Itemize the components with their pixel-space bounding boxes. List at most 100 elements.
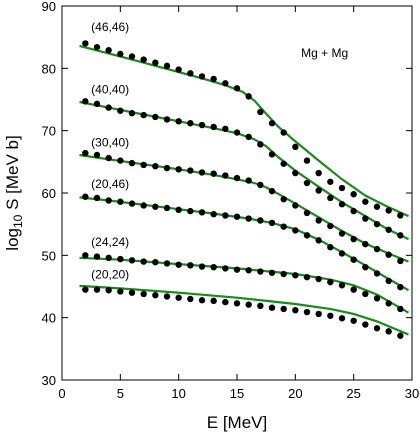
data-point <box>175 66 182 73</box>
x-tick-label: 20 <box>288 386 302 401</box>
system-annotation: Mg + Mg <box>301 46 348 60</box>
series-label: (20,46) <box>91 177 129 191</box>
data-point <box>350 286 357 293</box>
data-point <box>327 278 334 286</box>
data-point <box>292 306 299 314</box>
y-tick-label: 60 <box>42 186 56 201</box>
data-point <box>105 104 112 111</box>
data-point <box>163 293 171 300</box>
data-point <box>315 275 322 283</box>
data-point <box>385 251 392 258</box>
data-point <box>175 261 182 268</box>
data-point <box>198 297 206 304</box>
data-point <box>140 111 147 119</box>
data-point <box>397 232 404 239</box>
data-point <box>117 255 124 263</box>
data-point <box>187 262 194 269</box>
data-point <box>175 206 182 214</box>
y-axis-title-rest: S [MeV b] <box>3 135 22 214</box>
data-point <box>233 129 241 136</box>
data-point <box>280 305 287 313</box>
y-tick-label: 70 <box>42 124 56 139</box>
data-point <box>397 332 404 339</box>
data-point <box>93 194 101 202</box>
data-point <box>152 59 159 66</box>
data-point <box>385 226 392 233</box>
data-point <box>385 328 392 335</box>
data-point <box>187 70 194 77</box>
data-point <box>128 289 136 296</box>
data-point <box>268 304 276 311</box>
series-label: (46,46) <box>91 20 129 34</box>
fit-line <box>79 256 410 314</box>
data-point <box>397 305 404 313</box>
data-point <box>105 197 112 204</box>
data-point <box>140 56 147 63</box>
data-point <box>385 300 392 307</box>
data-point <box>257 181 264 189</box>
x-tick-label: 5 <box>117 386 124 401</box>
data-point <box>93 253 101 260</box>
series-label: (20,20) <box>91 267 129 281</box>
data-point <box>163 204 171 212</box>
data-point <box>210 170 217 177</box>
data-point <box>222 212 229 219</box>
data-point <box>105 154 112 162</box>
data-point <box>303 273 311 281</box>
data-point <box>233 85 241 92</box>
plot-frame <box>61 5 413 381</box>
fit-line <box>79 284 409 336</box>
data-point <box>362 215 369 222</box>
data-point <box>327 312 334 319</box>
data-point <box>128 257 136 264</box>
data-point <box>292 227 299 234</box>
fit-line <box>79 44 409 218</box>
data-point <box>82 149 89 157</box>
data-point <box>362 263 369 271</box>
data-point <box>222 265 229 272</box>
data-point <box>152 292 159 299</box>
data-point <box>117 288 124 295</box>
data-point <box>245 133 252 141</box>
data-point <box>163 62 171 70</box>
data-point <box>327 194 334 202</box>
data-point <box>303 157 311 164</box>
data-point <box>222 125 229 132</box>
data-point <box>140 202 147 209</box>
data-point <box>268 119 276 127</box>
data-point <box>93 286 101 293</box>
data-point <box>362 290 369 298</box>
data-point <box>373 295 381 302</box>
data-point <box>233 174 241 182</box>
y-axis-title-subscript: 10 <box>11 214 25 228</box>
data-point <box>303 232 311 239</box>
data-point <box>280 196 287 203</box>
x-tick-label: 15 <box>230 386 244 401</box>
data-point <box>373 203 381 210</box>
data-point <box>210 75 217 83</box>
x-tick-label: 30 <box>405 386 419 401</box>
series-label: (24,24) <box>91 235 129 249</box>
data-point <box>245 267 252 274</box>
data-point <box>268 187 276 195</box>
data-point <box>198 169 206 176</box>
data-point <box>292 143 299 151</box>
y-axis-title: log10 S [MeV b] <box>3 135 25 250</box>
data-point <box>315 217 322 224</box>
data-point <box>257 268 264 275</box>
series-labels-group: (46,46) (40,40) (30,40) (20,46) (24,24) (20,2… <box>91 20 129 281</box>
data-point <box>198 209 206 216</box>
data-point <box>373 270 381 277</box>
data-point <box>198 121 206 129</box>
data-point <box>82 286 89 293</box>
data-point <box>280 160 287 167</box>
y-tick-label: 90 <box>42 0 56 14</box>
data-point <box>82 193 89 200</box>
data-point <box>210 210 217 218</box>
data-point <box>303 308 311 316</box>
data-point <box>175 166 182 173</box>
series-label: (40,40) <box>91 82 129 96</box>
data-point <box>245 301 252 308</box>
data-point <box>338 315 346 322</box>
data-point <box>245 177 252 184</box>
